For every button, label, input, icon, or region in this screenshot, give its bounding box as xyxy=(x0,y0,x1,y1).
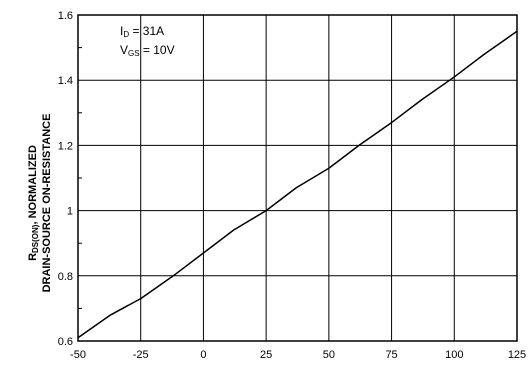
annotation-vgs: VGS = 10V xyxy=(120,43,175,58)
y-tick-label: 1.6 xyxy=(58,10,73,22)
gridlines xyxy=(78,15,517,341)
y-axis-label-line1-main: R xyxy=(27,253,39,261)
plot-border xyxy=(77,14,518,342)
y-tick-label: 0.8 xyxy=(58,271,73,283)
x-tick-label: 0 xyxy=(200,349,206,361)
x-tick-labels: -50 -25 0 25 50 75 100 125 xyxy=(70,349,526,361)
annotation-vgs-value: = 10V xyxy=(140,43,175,57)
annotation-id: ID = 31A xyxy=(120,24,164,39)
annotation-vgs-main: V xyxy=(120,43,128,57)
x-tick-label: 125 xyxy=(508,349,526,361)
y-axis-label-line1: RDS(ON), NORMALIZED xyxy=(27,145,40,261)
y-tick-label: 1 xyxy=(67,206,73,218)
annotation-id-value: = 31A xyxy=(129,24,164,38)
annotation-id-main: I xyxy=(120,24,123,38)
annotation-box: ID = 31A VGS = 10V xyxy=(120,24,175,58)
x-tick-label: -50 xyxy=(70,349,86,361)
y-axis-label-line1-sub: DS(ON) xyxy=(31,224,40,253)
series-group xyxy=(77,30,518,339)
x-tick-label: 25 xyxy=(260,349,272,361)
x-tick-label: 75 xyxy=(385,349,397,361)
x-tick-label: 50 xyxy=(323,349,335,361)
annotation-vgs-sub: GS xyxy=(128,49,140,58)
y-axis-label: RDS(ON), NORMALIZED DRAIN-SOURCE ON-RESI… xyxy=(27,114,53,293)
y-tick-label: 1.2 xyxy=(58,140,73,152)
y-tick-label: 0.6 xyxy=(58,336,73,348)
y-tick-label: 1.4 xyxy=(58,75,73,87)
y-axis-label-line1-rest: , NORMALIZED xyxy=(27,145,39,224)
annotation-id-sub: D xyxy=(123,30,129,39)
x-tick-label: 100 xyxy=(445,349,463,361)
x-tick-label: -25 xyxy=(133,349,149,361)
y-tick-labels: 0.6 0.8 1 1.2 1.4 1.6 xyxy=(58,10,73,348)
y-axis-label-line2: DRAIN-SOURCE ON-RESISTANCE xyxy=(41,114,53,293)
plot-frame xyxy=(77,14,518,342)
series-line xyxy=(77,30,518,339)
